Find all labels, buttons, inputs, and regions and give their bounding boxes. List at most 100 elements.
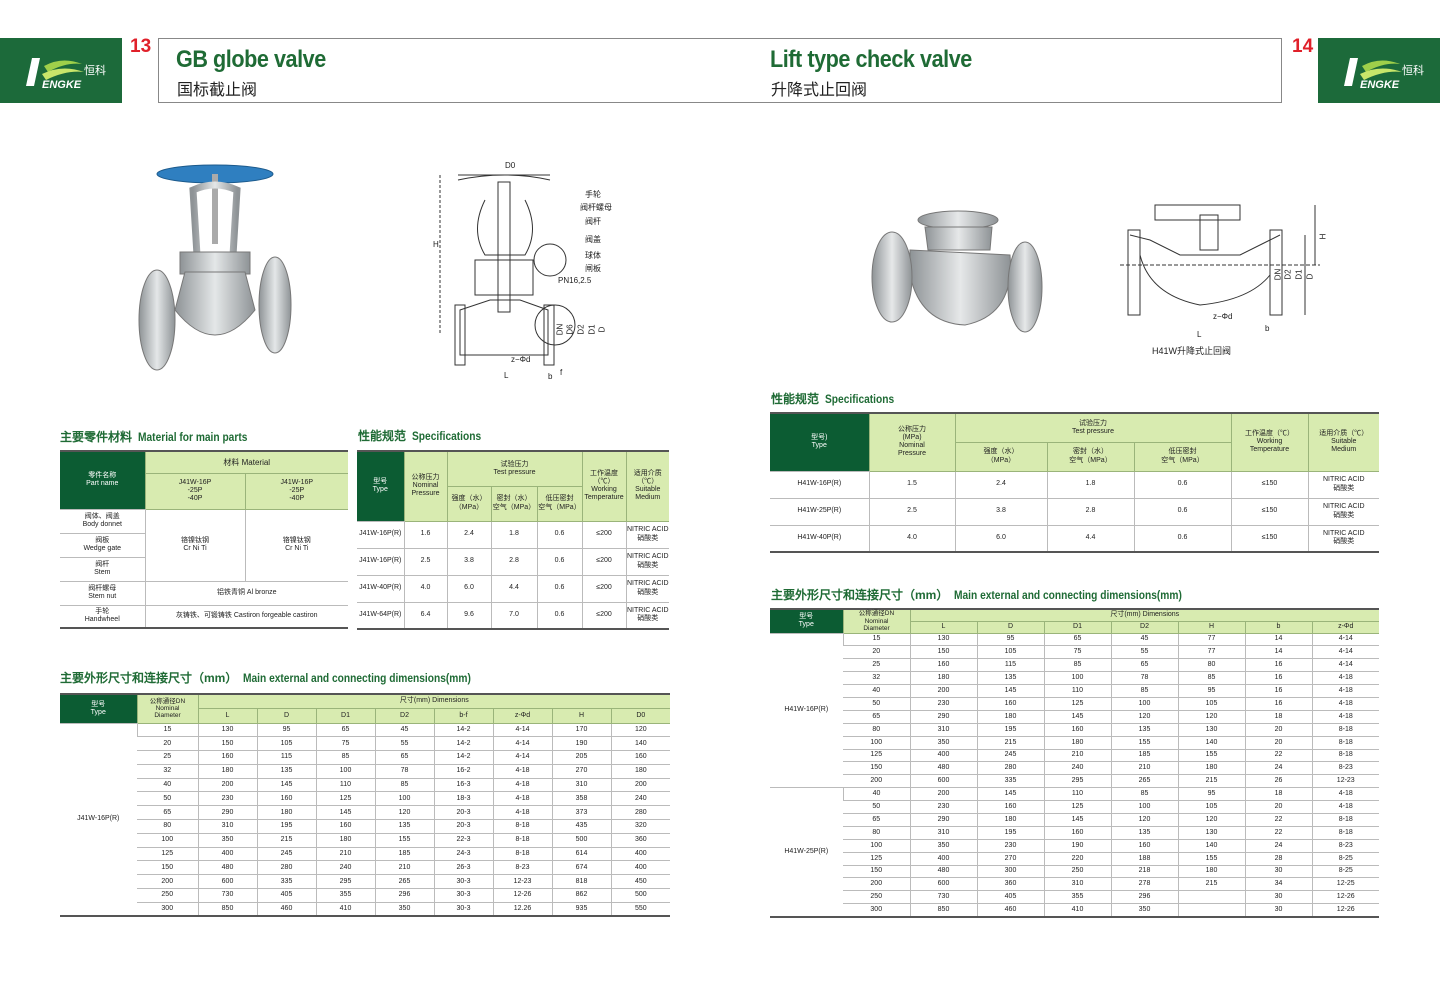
table-row: 150 480 280 240 210 180 24 8-23 (770, 761, 1379, 776)
table-cell: 135 (256, 764, 316, 779)
table-cell: 300 (976, 865, 1044, 879)
header-nominal-diameter: 公称通径DN Nominal Diameter (842, 609, 910, 634)
table-cell: 24 (1244, 839, 1312, 853)
table-cell: 350 (374, 902, 434, 917)
table-cell: 358 (551, 791, 611, 807)
table-cell: 6.4 (403, 602, 447, 630)
header-seal: 密封（水） 空气（MPa） (1046, 442, 1134, 472)
table-cell: 205 (551, 750, 611, 765)
table-cell: 400 (909, 749, 977, 763)
table-row: 32 180 135 100 78 16-2 4-18 270 180 (60, 764, 671, 779)
table-cell: 4-18 (1311, 684, 1379, 698)
table-cell: 16-2 (433, 764, 493, 779)
header-nominal-diameter: 公称通径DN Nominal Diameter (136, 694, 198, 724)
table-cell: 335 (976, 774, 1044, 789)
spec-table: 型号 Type 公称压力 Nominal Pressure 试验压力 Test pr… (357, 450, 669, 630)
table-cell: 180 (1177, 761, 1245, 776)
table-cell: 12-25 (1311, 877, 1379, 892)
table-cell: 95 (256, 723, 316, 738)
table-cell: 8-23 (492, 860, 552, 876)
table-cell: 230 (197, 791, 257, 807)
table-cell: 155 (1177, 852, 1245, 866)
type-cell: H41W-25P(R) (770, 787, 843, 918)
table-cell: 105 (1177, 800, 1245, 814)
table-cell: 160 (610, 750, 671, 765)
table-cell: 350 (197, 833, 257, 848)
table-cell: 280 (976, 761, 1044, 776)
table-cell: 110 (1043, 787, 1111, 802)
part-cell: 阀杆螺母 Stem nut (60, 581, 145, 606)
table-cell: 220 (1043, 852, 1111, 866)
table-cell: 0.6 (536, 521, 582, 549)
table-cell: 115 (256, 750, 316, 765)
label-h: H (1318, 233, 1328, 240)
table-cell: 150 (137, 860, 198, 876)
table-cell: 350 (909, 839, 977, 853)
table-cell: NITRIC ACID 硝酸类 (625, 575, 669, 603)
part-cell: 阀体、阀盖 Body donnet (60, 509, 145, 534)
table-cell: 65 (843, 813, 910, 827)
table-cell: 100 (1110, 697, 1178, 711)
column-header: D0 (610, 708, 671, 724)
table-cell: 150 (909, 645, 977, 660)
table-row: 80 310 195 160 135 130 22 8-18 (770, 826, 1379, 840)
table-cell: 180 (909, 671, 977, 686)
column-header: D2 (374, 708, 434, 724)
header-part-name: 零件名称 Part name (60, 451, 145, 510)
table-cell: 350 (1110, 903, 1178, 918)
table-cell: 160 (1110, 839, 1178, 853)
table-cell: 155 (1110, 736, 1178, 750)
table-cell: 145 (256, 778, 316, 793)
table-cell: 600 (909, 877, 977, 892)
label-l: L (504, 371, 509, 380)
table-cell: 105 (256, 736, 316, 752)
table-cell: 3.8 (446, 548, 491, 576)
table-row: 25 160 115 85 65 14-2 4-14 205 160 (60, 750, 671, 765)
table-cell: 80 (843, 826, 910, 840)
header-type: 型号 Type (60, 694, 137, 724)
header-low-pressure-seal: 低压密封 空气（MPa） (536, 486, 582, 522)
table-cell: 195 (256, 819, 316, 834)
table-cell: 8-25 (1311, 865, 1379, 879)
table-row: 80 310 195 160 135 130 20 8-18 (770, 723, 1379, 737)
table-row: 65 290 180 145 120 120 18 4-18 (770, 710, 1379, 724)
page-number-right: 14 (1292, 36, 1314, 57)
table-cell: 120 (1110, 710, 1178, 724)
table-cell: 130 (1177, 826, 1245, 840)
table-row: 20 150 105 75 55 14-2 4-14 190 140 (60, 736, 671, 752)
table-cell: 460 (256, 902, 316, 917)
table-cell: NITRIC ACID 硝酸类 (1307, 471, 1379, 499)
table-cell: 400 (909, 852, 977, 866)
table-cell: ≤150 (1230, 471, 1308, 499)
table-cell: 65 (1110, 658, 1178, 673)
table-cell: ≤200 (581, 602, 626, 630)
table-cell: 195 (976, 723, 1044, 737)
table-cell: 100 (1043, 671, 1111, 686)
table-cell: 1.6 (403, 521, 447, 549)
table-cell: 190 (551, 736, 611, 752)
table-cell: 65 (1043, 633, 1111, 647)
table-cell: 85 (1110, 787, 1178, 802)
table-cell: 22 (1244, 813, 1312, 827)
table-cell: 100 (843, 839, 910, 853)
table-cell: 120 (1177, 710, 1245, 724)
table-cell: 290 (909, 710, 977, 724)
table-cell: 22 (1244, 826, 1312, 840)
table-cell: 160 (1043, 723, 1111, 737)
table-cell: 200 (610, 778, 671, 793)
table-cell: 12-26 (1311, 903, 1379, 918)
table-cell: 4.4 (490, 575, 537, 603)
svg-text:恒科: 恒科 (84, 63, 106, 77)
table-row: 32 180 135 100 78 85 16 4-18 (770, 671, 1379, 686)
table-cell: 850 (909, 903, 977, 918)
table-cell: 25 (137, 750, 198, 765)
column-header: b (1244, 621, 1312, 634)
table-cell: 75 (315, 736, 375, 752)
table-cell: 4-18 (1311, 710, 1379, 724)
table-cell: 125 (137, 847, 198, 862)
table-cell: 180 (1043, 736, 1111, 750)
table-cell: 215 (976, 736, 1044, 750)
table-cell: 65 (137, 805, 198, 821)
table-cell: 12-23 (1311, 774, 1379, 789)
table-cell: 32 (137, 764, 198, 779)
